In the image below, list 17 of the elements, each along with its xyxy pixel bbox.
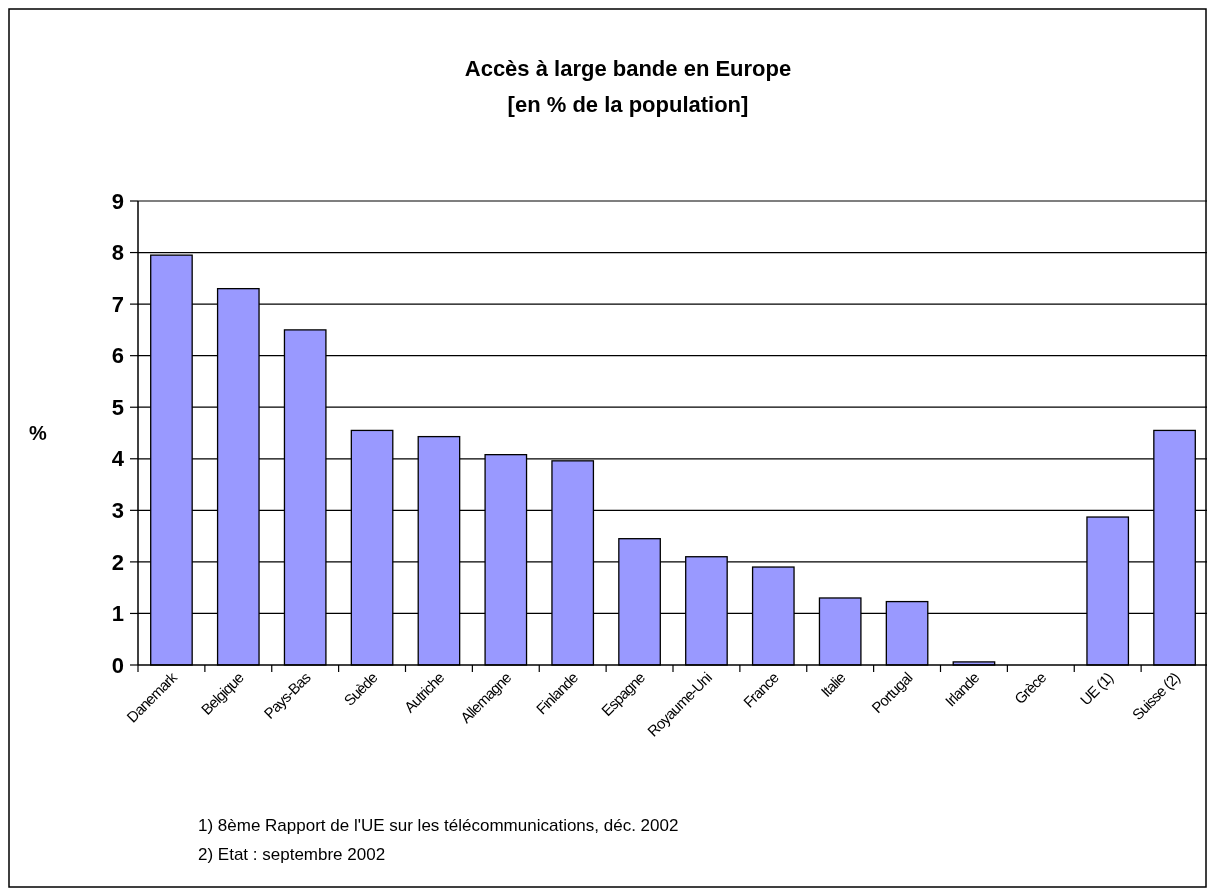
text: 1) 8ème Rapport de l'UE sur les télécommunications, déc. 2002: [198, 816, 679, 835]
y-tick-label: 6: [111, 343, 124, 369]
text: 2) Etat : septembre 2002: [198, 845, 386, 864]
y-tick-label: 0: [111, 652, 124, 678]
y-tick-label: 8: [111, 240, 124, 266]
y-tick-label: 2: [111, 549, 124, 575]
y-tick-label: 9: [111, 188, 124, 214]
y-tick-label: 7: [111, 291, 124, 317]
x-tick-label: Italie: [817, 668, 849, 701]
chart-subtitle: [en % de la population]: [507, 92, 749, 117]
y-tick-label: 1: [111, 601, 124, 627]
chart-title: Accès à large bande en Europe: [464, 56, 792, 81]
y-tick-label: 3: [111, 498, 124, 524]
y-axis-title: %: [29, 422, 48, 444]
x-tick-label: UE (1): [1076, 668, 1117, 709]
y-tick-label: 4: [111, 446, 125, 472]
y-tick-label: 5: [111, 394, 124, 420]
